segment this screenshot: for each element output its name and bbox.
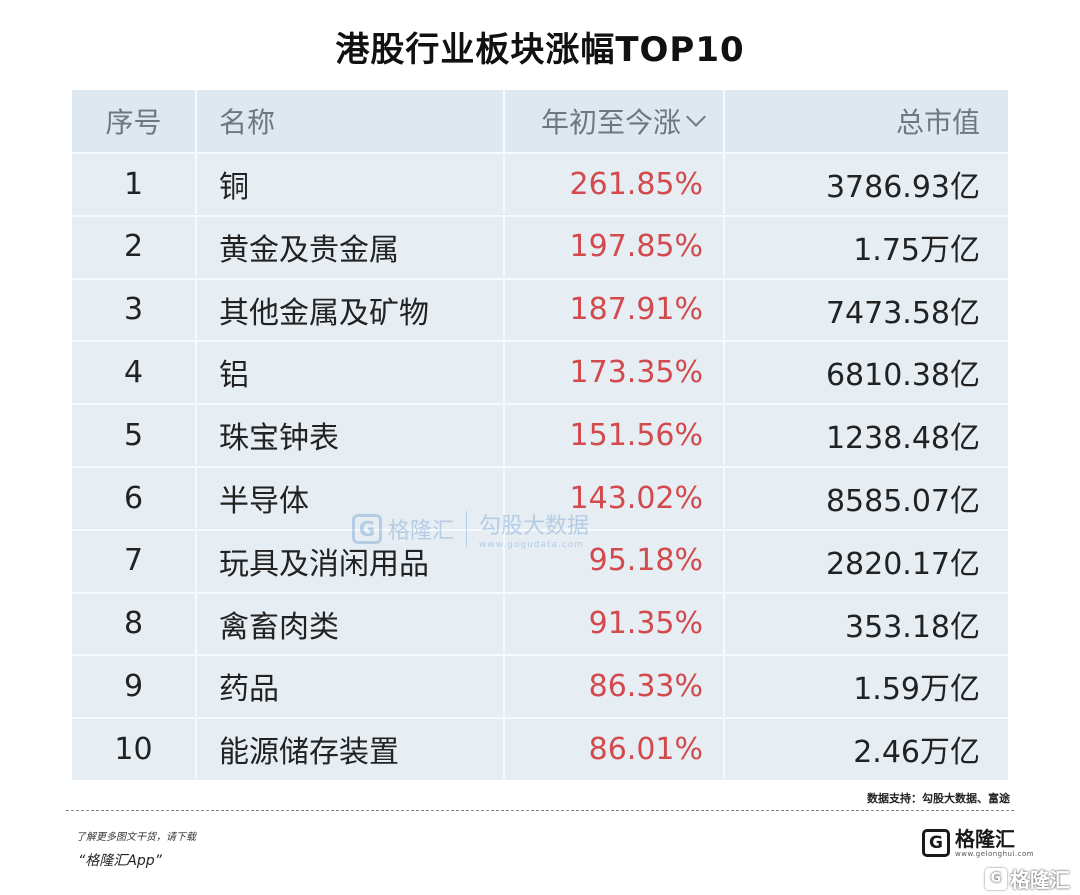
header-rank[interactable]: 序号 [105, 106, 162, 139]
row-name: 禽畜肉类 [195, 593, 503, 654]
brand-url: www.gelonghui.com [955, 850, 1035, 858]
header-cap[interactable]: 总市值 [723, 90, 1008, 152]
row-cap: 2820.17亿 [723, 530, 1008, 591]
table-row[interactable]: 2 黄金及贵金属 197.85% 1.75万亿 [72, 214, 1008, 277]
sector-table: 序号 名称 年初至今涨 总市值 1 铜 261.85% 3786.93亿 2 黄金及贵金属… [72, 90, 1008, 780]
row-name: 其他金属及矿物 [195, 279, 503, 340]
row-rank: 9 [123, 668, 144, 704]
row-change: 95.18% [503, 530, 723, 591]
row-rank: 8 [123, 606, 144, 642]
row-cap: 1.75万亿 [723, 216, 1008, 277]
footer-download-hint: 了解更多图文干货，请下载 [76, 832, 196, 843]
corner-watermark: G 格隆汇 [985, 864, 1070, 893]
chevron-down-icon[interactable] [686, 107, 706, 127]
table-row[interactable]: 7 玩具及消闲用品 95.18% 2820.17亿 [72, 528, 1008, 591]
corner-brand: 格隆汇 [1010, 868, 1070, 892]
row-change: 173.35% [503, 342, 723, 403]
row-rank: 5 [123, 417, 144, 453]
brand-g-icon: G [922, 829, 950, 857]
brand-name: 格隆汇 [955, 827, 1015, 851]
header-change-label: 年初至今涨 [540, 106, 681, 139]
row-cap: 3786.93亿 [723, 154, 1008, 214]
row-change: 86.33% [503, 656, 723, 717]
corner-g-icon: G [985, 867, 1007, 890]
row-change: 151.56% [503, 405, 723, 466]
row-rank: 6 [123, 480, 144, 516]
brand-logo: G 格隆汇 www.gelonghui.com [922, 828, 1034, 858]
table-row[interactable]: 8 禽畜肉类 91.35% 353.18亿 [72, 591, 1008, 654]
header-change[interactable]: 年初至今涨 [503, 90, 723, 152]
table-row[interactable]: 1 铜 261.85% 3786.93亿 [72, 152, 1008, 214]
row-name: 半导体 [195, 468, 503, 528]
row-cap: 2.46万亿 [723, 719, 1008, 780]
table-row[interactable]: 10 能源储存装置 86.01% 2.46万亿 [72, 717, 1008, 780]
page-title: 港股行业板块涨幅TOP10 [335, 30, 745, 70]
row-cap: 6810.38亿 [723, 342, 1008, 403]
row-change: 86.01% [503, 719, 723, 780]
row-rank: 7 [123, 543, 144, 579]
footer-divider [66, 810, 1014, 811]
table-row[interactable]: 6 半导体 143.02% 8585.07亿 [72, 466, 1008, 528]
row-cap: 353.18亿 [723, 593, 1008, 654]
row-rank: 4 [123, 354, 144, 390]
table-row[interactable]: 9 药品 86.33% 1.59万亿 [72, 654, 1008, 717]
row-rank: 3 [123, 292, 144, 328]
row-change: 261.85% [503, 154, 723, 214]
row-cap: 8585.07亿 [723, 468, 1008, 528]
row-name: 铜 [195, 154, 503, 214]
row-name: 能源储存装置 [195, 719, 503, 780]
header-name[interactable]: 名称 [195, 90, 503, 152]
row-cap: 1238.48亿 [723, 405, 1008, 466]
row-change: 143.02% [503, 468, 723, 528]
row-cap: 1.59万亿 [723, 656, 1008, 717]
row-name: 药品 [195, 656, 503, 717]
table-row[interactable]: 5 珠宝钟表 151.56% 1238.48亿 [72, 403, 1008, 466]
row-cap: 7473.58亿 [723, 279, 1008, 340]
row-name: 玩具及消闲用品 [195, 530, 503, 591]
row-name: 黄金及贵金属 [195, 216, 503, 277]
row-change: 197.85% [503, 216, 723, 277]
table-row[interactable]: 3 其他金属及矿物 187.91% 7473.58亿 [72, 277, 1008, 340]
footer-app-name: “格隆汇App” [78, 853, 162, 869]
row-rank: 1 [123, 166, 144, 202]
table-header: 序号 名称 年初至今涨 总市值 [72, 90, 1008, 152]
row-change: 187.91% [503, 279, 723, 340]
data-source: 数据支持：勾股大数据、富途 [867, 792, 1010, 805]
row-change: 91.35% [503, 593, 723, 654]
row-name: 珠宝钟表 [195, 405, 503, 466]
table-row[interactable]: 4 铝 173.35% 6810.38亿 [72, 340, 1008, 403]
row-name: 铝 [195, 342, 503, 403]
row-rank: 10 [114, 731, 153, 767]
row-rank: 2 [123, 229, 144, 265]
